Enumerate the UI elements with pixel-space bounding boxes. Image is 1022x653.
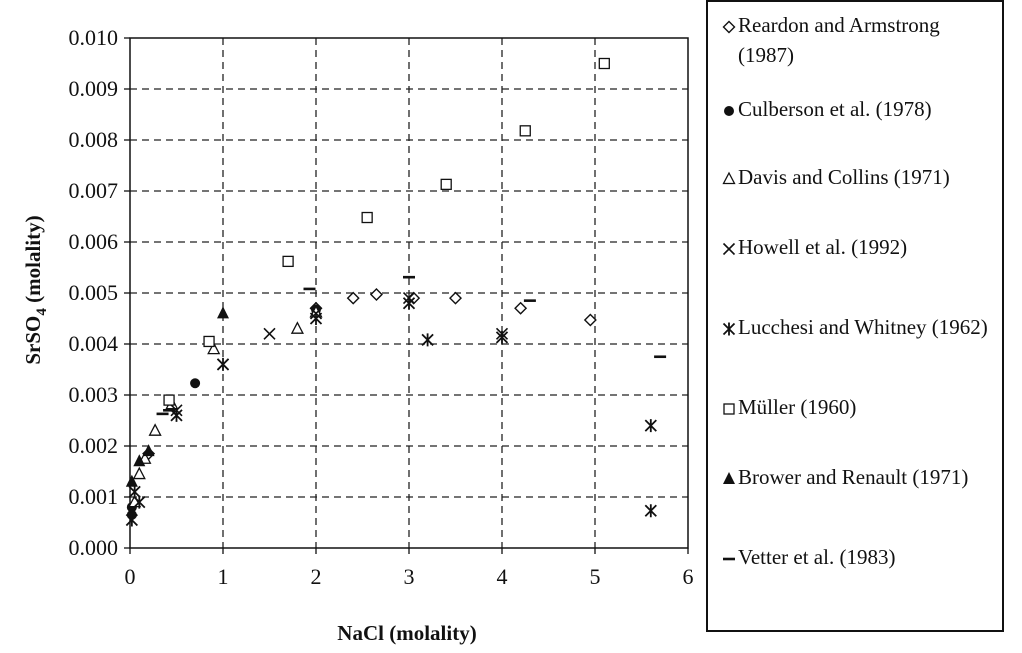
point-diamond bbox=[449, 291, 462, 305]
legend-item: Vetter et al. (1983) bbox=[720, 542, 1000, 574]
legend-marker-diamond bbox=[720, 10, 738, 42]
gridlines bbox=[130, 38, 688, 548]
chart-legend: Reardon and Armstrong (1987) Culberson et… bbox=[706, 0, 1004, 632]
y-tick-label: 0.009 bbox=[69, 76, 119, 101]
point-asterisk bbox=[125, 513, 138, 527]
y-tick-label: 0.004 bbox=[69, 331, 119, 356]
point-x bbox=[263, 327, 276, 340]
point-diamond bbox=[369, 288, 383, 302]
x-tick-label: 0 bbox=[125, 564, 136, 589]
legend-item: Davis and Collins (1971) bbox=[720, 162, 1000, 194]
legend-item: Brower and Renault (1971) bbox=[720, 462, 1000, 494]
point-square-open bbox=[361, 211, 373, 224]
legend-item: Culberson et al. (1978) bbox=[720, 94, 1000, 126]
legend-symbol bbox=[723, 403, 735, 415]
legend-label: Reardon and Armstrong (1987) bbox=[738, 13, 940, 67]
legend-marker-x bbox=[720, 232, 738, 264]
y-tick-label: 0.002 bbox=[69, 433, 119, 458]
x-tick-label: 4 bbox=[497, 564, 508, 589]
point-triangle-open bbox=[148, 423, 162, 436]
legend-marker-dash bbox=[720, 542, 738, 574]
legend-symbol bbox=[722, 243, 736, 256]
x-axis-title: NaCl (molality) bbox=[337, 621, 476, 645]
point-triangle-open bbox=[132, 466, 146, 480]
legend-label: Davis and Collins (1971) bbox=[738, 165, 950, 189]
legend-marker-circle bbox=[720, 94, 738, 126]
point-square-open bbox=[163, 394, 175, 406]
y-tick-label: 0.006 bbox=[69, 229, 119, 254]
point-square-open bbox=[598, 57, 610, 70]
chart-plot-area: 0.000 0.001 0.002 0.003 0.004 0.005 0.006 0.007… bbox=[21, 25, 694, 645]
point-asterisk bbox=[170, 408, 183, 422]
point-diamond bbox=[583, 313, 597, 327]
legend-label: Brower and Renault (1971) bbox=[738, 465, 969, 489]
y-tick-label: 0.010 bbox=[69, 25, 119, 50]
x-tick-label: 5 bbox=[590, 564, 601, 589]
point-square-open bbox=[519, 125, 531, 137]
legend-symbol bbox=[722, 20, 736, 34]
legend-symbol bbox=[724, 106, 734, 117]
legend-label: Lucchesi and Whitney (1962) bbox=[738, 315, 988, 339]
y-tick-label: 0.003 bbox=[69, 382, 119, 407]
point-asterisk bbox=[133, 495, 146, 509]
point-circle bbox=[190, 378, 201, 389]
point-asterisk bbox=[216, 357, 230, 371]
legend-item: Müller (1960) bbox=[720, 392, 1000, 424]
legend-item: Howell et al. (1992) bbox=[720, 232, 1000, 264]
x-tick-label: 3 bbox=[404, 564, 415, 589]
y-tick-label: 0.001 bbox=[69, 484, 119, 509]
legend-label: Müller (1960) bbox=[738, 395, 857, 419]
point-triangle-open bbox=[290, 321, 304, 334]
point-triangle-filled bbox=[142, 444, 155, 457]
point-asterisk bbox=[644, 504, 657, 518]
x-tick-labels: 0 1 2 3 4 5 6 bbox=[125, 548, 694, 589]
legend-marker-asterisk bbox=[720, 312, 738, 344]
point-triangle-open bbox=[207, 341, 221, 355]
legend-symbol bbox=[722, 171, 736, 185]
legend-marker-square-open bbox=[720, 392, 738, 424]
legend-label: Culberson et al. (1978) bbox=[738, 97, 932, 121]
y-tick-label: 0.007 bbox=[69, 178, 119, 203]
point-asterisk bbox=[402, 296, 416, 310]
y-tick-label: 0.000 bbox=[69, 535, 119, 560]
point-asterisk bbox=[309, 312, 323, 325]
x-tick-label: 2 bbox=[311, 564, 322, 589]
data-points bbox=[125, 57, 667, 527]
point-asterisk bbox=[495, 330, 509, 344]
point-triangle-filled bbox=[125, 474, 138, 487]
point-square-open bbox=[440, 178, 452, 191]
point-triangle-filled bbox=[217, 306, 229, 319]
y-tick-label: 0.008 bbox=[69, 127, 119, 152]
legend-item: Reardon and Armstrong (1987) bbox=[720, 10, 1000, 70]
point-square-open bbox=[282, 255, 294, 268]
point-diamond bbox=[346, 291, 360, 305]
legend-symbol bbox=[723, 472, 735, 485]
legend-symbol bbox=[722, 322, 736, 336]
legend-item: Lucchesi and Whitney (1962) bbox=[720, 312, 1000, 344]
point-asterisk bbox=[421, 333, 434, 347]
legend-marker-triangle-open bbox=[720, 162, 738, 194]
point-triangle-filled bbox=[133, 454, 146, 467]
y-tick-labels: 0.000 0.001 0.002 0.003 0.004 0.005 0.006 0.007… bbox=[69, 25, 130, 560]
legend-label: Vetter et al. (1983) bbox=[738, 545, 896, 569]
x-tick-label: 6 bbox=[683, 564, 694, 589]
legend-label: Howell et al. (1992) bbox=[738, 235, 908, 259]
legend-marker-triangle-filled bbox=[720, 462, 738, 494]
y-axis-title: SrSO4 (molality) bbox=[21, 215, 50, 364]
point-square-open bbox=[203, 335, 215, 348]
point-asterisk bbox=[644, 419, 657, 433]
y-tick-label: 0.005 bbox=[69, 280, 119, 305]
point-diamond bbox=[514, 301, 528, 315]
x-tick-label: 1 bbox=[218, 564, 229, 589]
